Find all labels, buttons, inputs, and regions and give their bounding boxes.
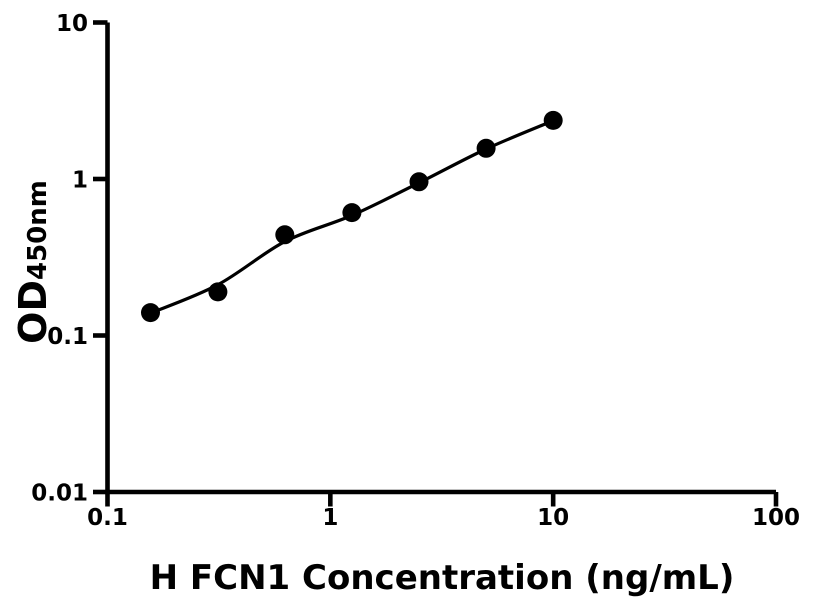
data-point-marker: [208, 282, 228, 302]
y-tick-label: 0.01: [31, 481, 88, 507]
x-tick-label: 0.1: [87, 505, 128, 531]
data-point-marker: [275, 225, 295, 245]
y-tick-label: 0.1: [47, 324, 88, 350]
axes: [105, 22, 776, 495]
data-point-marker: [141, 303, 160, 323]
data-series: [141, 110, 563, 323]
x-axis-title: H FCN1 Concentration (ng/mL): [150, 558, 735, 598]
data-point-marker: [543, 110, 563, 130]
x-tick-label: 1: [322, 505, 338, 531]
data-point-marker: [342, 203, 362, 223]
y-tick-label: 10: [56, 11, 88, 37]
x-tick-label: 100: [752, 505, 800, 531]
y-axis-title-main: OD: [11, 280, 55, 344]
y-tick-label: 1: [72, 168, 88, 194]
axis-spines: [105, 22, 776, 495]
data-point-marker: [476, 138, 496, 158]
x-tick-label: 10: [537, 505, 569, 531]
y-axis-title-subscript: 450nm: [23, 180, 53, 280]
y-axis-title: OD450nm: [11, 180, 55, 344]
axis-ticks: [93, 20, 779, 507]
data-point-marker: [409, 172, 429, 192]
